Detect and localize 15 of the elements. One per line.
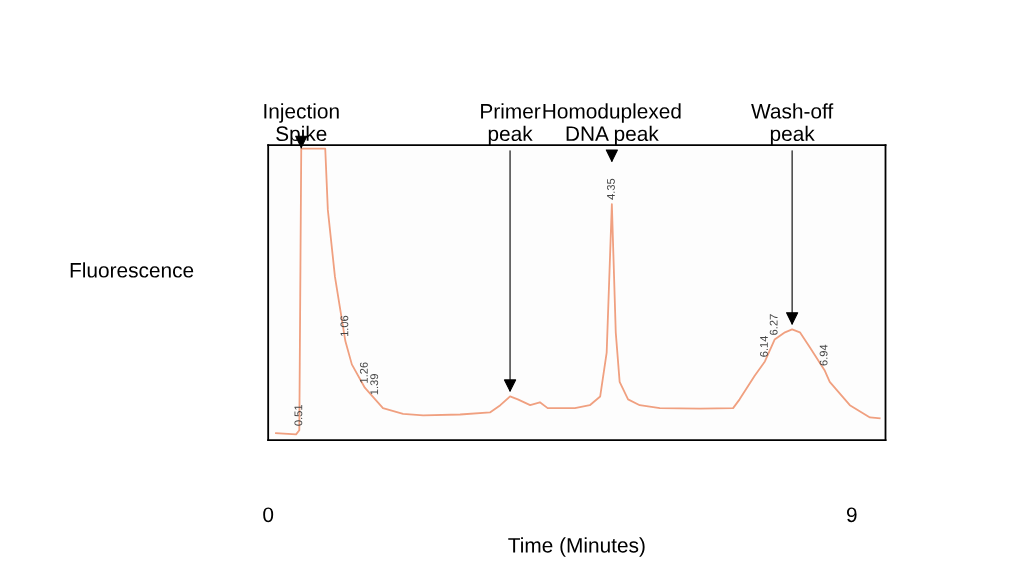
annotation: Homoduplexed DNA peak bbox=[543, 103, 681, 146]
x-tick-label: 0 bbox=[263, 507, 274, 523]
annotation: 1.39 bbox=[370, 374, 379, 395]
x-axis-title: Time (Minutes) bbox=[508, 537, 645, 557]
annotation: Wash-off peak bbox=[751, 103, 834, 146]
annotation: Primer peak bbox=[481, 103, 541, 146]
annotation: 1.26 bbox=[359, 362, 368, 383]
y-axis-title: Fluorescence bbox=[70, 262, 194, 278]
annotation: 6.14 bbox=[760, 335, 768, 357]
annotation: 6.27 bbox=[769, 314, 778, 335]
annotation: 0.51 bbox=[294, 405, 303, 426]
annotation: 1.06 bbox=[340, 315, 349, 337]
annotation: 6.94 bbox=[819, 344, 828, 366]
x-tick-label: 9 bbox=[846, 507, 857, 523]
annotation: 4.35 bbox=[606, 178, 615, 200]
